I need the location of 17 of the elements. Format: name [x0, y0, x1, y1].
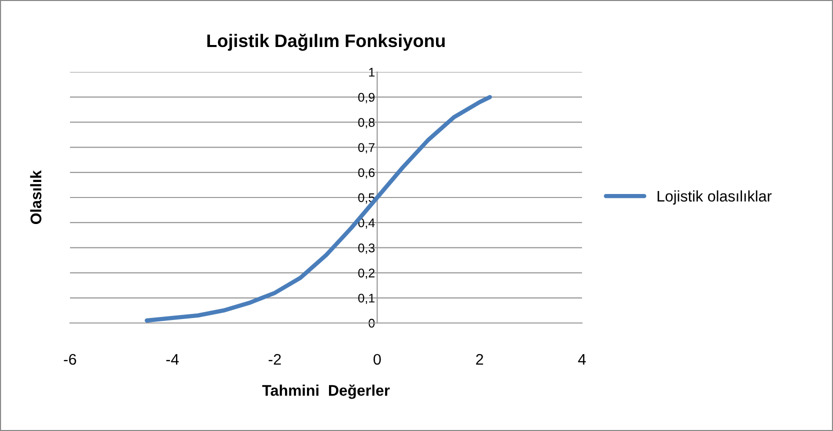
- y-axis-title: Olasılık: [30, 170, 42, 224]
- chart-title: Lojistik Dağılım Fonksiyonu: [207, 34, 445, 51]
- x-tick-label: -2: [268, 354, 281, 365]
- y-tick-label: 0,9: [358, 92, 375, 104]
- y-tick-label: 1: [369, 68, 375, 77]
- y-tick-label: 0,1: [358, 294, 375, 304]
- x-tick-label: 4: [578, 354, 586, 365]
- y-tick-label: 0,8: [358, 118, 375, 128]
- x-axis-title: Tahmini Değerler: [262, 384, 390, 399]
- y-tick-label: 0,6: [358, 168, 375, 179]
- y-tick-label: 0,7: [358, 143, 374, 154]
- y-tick-label: 0,2: [358, 268, 374, 279]
- x-tick-label: -6: [64, 354, 76, 365]
- legend-label: Lojistik olasılıklar: [658, 190, 772, 205]
- x-tick-label: -4: [166, 354, 179, 365]
- y-tick-label: 0,3: [358, 244, 375, 254]
- x-tick-label: 2: [476, 354, 484, 365]
